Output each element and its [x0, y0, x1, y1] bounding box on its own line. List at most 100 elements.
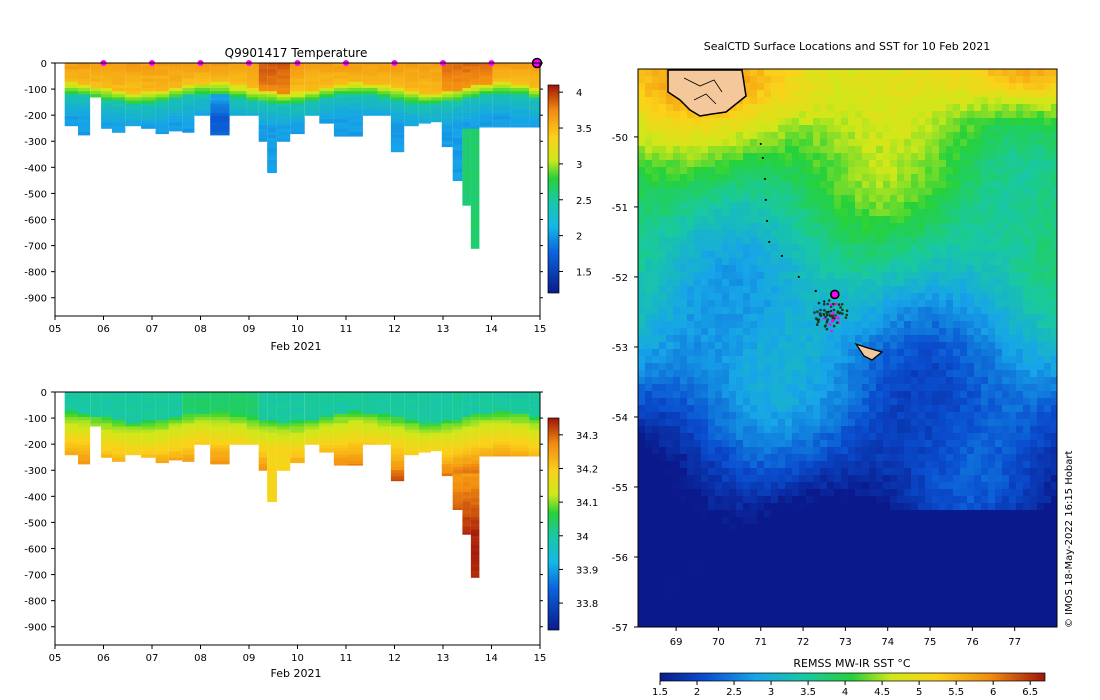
sst-cell — [1051, 230, 1057, 238]
sst-cell — [834, 97, 842, 105]
profile-cell — [112, 454, 126, 459]
profile-cell — [529, 106, 540, 111]
sst-cell — [701, 188, 709, 196]
sst-cell — [1016, 244, 1024, 252]
sst-cell — [715, 202, 723, 210]
sst-cell — [715, 195, 723, 203]
sst-cell — [680, 237, 688, 245]
sst-cell — [967, 405, 975, 413]
profile-cell — [112, 63, 126, 67]
sst-cell — [764, 160, 772, 168]
sst-cell — [638, 97, 646, 105]
sst-cell — [848, 139, 856, 147]
sst-cell — [1002, 286, 1010, 294]
profile-cell — [64, 75, 78, 80]
sst-cell — [757, 405, 765, 413]
sst-cell — [701, 181, 709, 189]
sst-cell — [806, 405, 814, 413]
sst-cell — [988, 230, 996, 238]
sst-cell — [932, 335, 940, 343]
profile-cell — [319, 442, 334, 446]
profile-cell — [276, 75, 291, 80]
sst-cell — [855, 83, 863, 91]
profile-cell — [155, 426, 169, 431]
sst-cell — [652, 279, 660, 287]
sst-cell — [953, 349, 961, 357]
sst-cell — [1009, 181, 1017, 189]
sst-cell — [897, 132, 905, 140]
profile-cell — [246, 84, 259, 89]
sst-cell — [715, 356, 723, 364]
sst-cell — [1044, 195, 1052, 203]
sst-cell — [736, 237, 744, 245]
profile-cell — [78, 63, 91, 67]
profile-cell — [112, 429, 126, 434]
sst-cell — [876, 321, 884, 329]
sst-cell — [736, 153, 744, 161]
sst-cell — [960, 314, 968, 322]
sst-cell — [1002, 230, 1010, 238]
profile-cell — [441, 100, 453, 105]
profile-cell — [112, 426, 126, 431]
sst-cell — [918, 153, 926, 161]
sst-cell — [806, 83, 814, 91]
profile-cell — [78, 454, 91, 459]
profile-cell — [78, 78, 91, 83]
sst-cell — [869, 97, 877, 105]
sst-cell — [652, 293, 660, 301]
sst-cell — [827, 314, 835, 322]
sst-cell — [1030, 419, 1038, 427]
sst-cell — [918, 370, 926, 378]
sst-cell — [890, 181, 898, 189]
profile-cell — [492, 410, 511, 415]
profile-cell — [276, 401, 291, 406]
profile-cell — [441, 451, 453, 456]
profile-cell — [430, 392, 442, 396]
sst-cell — [673, 202, 681, 210]
sst-cell — [848, 398, 856, 406]
sst-cell — [974, 426, 982, 434]
sst-cell — [883, 265, 891, 273]
sst-cell — [834, 405, 842, 413]
profile-cell — [470, 63, 480, 67]
sst-cell — [806, 195, 814, 203]
sst-cell — [722, 349, 730, 357]
sst-cell — [708, 391, 716, 399]
profile-cell — [194, 66, 211, 70]
profile-cell — [333, 116, 349, 120]
sst-cell — [1009, 272, 1017, 280]
profile-cell — [363, 392, 378, 396]
sst-cell — [715, 321, 723, 329]
sst-cell — [967, 209, 975, 217]
sst-cell — [1009, 258, 1017, 266]
sst-cell — [834, 356, 842, 364]
profile-cell — [155, 122, 169, 127]
sst-cell — [750, 153, 758, 161]
sst-cell — [1030, 258, 1038, 266]
sst-cell — [827, 405, 835, 413]
sst-cell — [806, 125, 814, 133]
sst-cell — [995, 237, 1003, 245]
sst-cell — [1002, 307, 1010, 315]
sst-cell — [771, 209, 779, 217]
sst-cell — [813, 419, 821, 427]
sst-cell — [1044, 342, 1052, 350]
sst-cell — [750, 97, 758, 105]
sst-cell — [764, 90, 772, 98]
sst-cell — [687, 398, 695, 406]
sst-cell — [827, 132, 835, 140]
sst-cell — [778, 251, 786, 259]
profile-cell — [64, 423, 78, 427]
sst-cell — [708, 181, 716, 189]
sst-cell — [722, 244, 730, 252]
sst-cell — [813, 426, 821, 434]
profile-cell — [470, 84, 480, 89]
sst-cell — [694, 321, 702, 329]
profile-cell — [492, 119, 511, 123]
sst-cell — [974, 244, 982, 252]
profile-cell — [267, 138, 277, 142]
profile-cell — [182, 66, 195, 70]
sst-cell — [862, 412, 870, 420]
sst-cell — [925, 69, 933, 77]
profile-cell — [470, 141, 480, 145]
